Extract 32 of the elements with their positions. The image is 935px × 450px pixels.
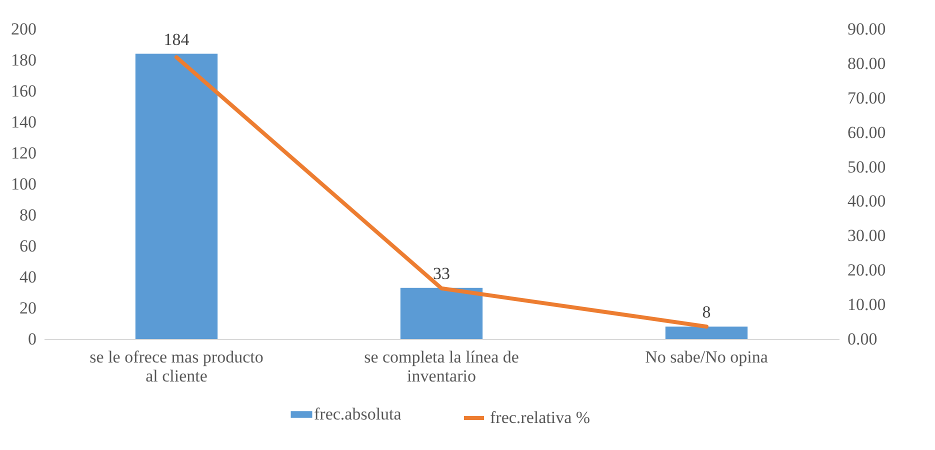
x-tick-label: se le ofrece mas producto al cliente: [90, 348, 264, 386]
y2-tick-label: 30.00: [848, 226, 886, 246]
y-tick-label: 140: [11, 112, 36, 132]
y2-tick-label: 80.00: [848, 54, 886, 73]
y-tick-label: 180: [11, 50, 36, 70]
y-tick-label: 160: [11, 82, 36, 100]
legend-label: frec.relativa %: [490, 408, 590, 427]
bar: [665, 326, 748, 339]
y-tick-label: 200: [11, 20, 36, 38]
y2-tick-label: 0.00: [848, 330, 878, 348]
y-tick-label: 40: [20, 268, 36, 286]
data-label: 8: [702, 302, 711, 322]
bar: [135, 54, 218, 339]
y-tick-label: 60: [20, 236, 36, 256]
y-tick-label: 20: [20, 298, 36, 318]
y2-tick-label: 40.00: [848, 192, 886, 211]
y-tick-label: 100: [11, 174, 36, 194]
y2-tick-label: 50.00: [848, 157, 886, 176]
y2-tick-label: 20.00: [848, 260, 886, 280]
x-tick-label: se completa la línea de inventario: [364, 348, 519, 386]
bar: [400, 288, 483, 339]
x-tick-label: No sabe/No opina: [645, 348, 768, 366]
y2-tick-label: 10.00: [848, 295, 886, 314]
y2-tick-label: 70.00: [848, 88, 886, 108]
y2-tick-label: 60.00: [848, 122, 886, 142]
y-tick-label: 0: [28, 330, 36, 348]
y-tick-label: 80: [20, 206, 36, 224]
legend-label: frec.absoluta: [314, 404, 402, 424]
data-label: 184: [164, 30, 190, 49]
y-tick-label: 120: [11, 144, 36, 162]
data-label: 33: [433, 264, 450, 283]
y2-tick-label: 90.00: [848, 20, 886, 38]
